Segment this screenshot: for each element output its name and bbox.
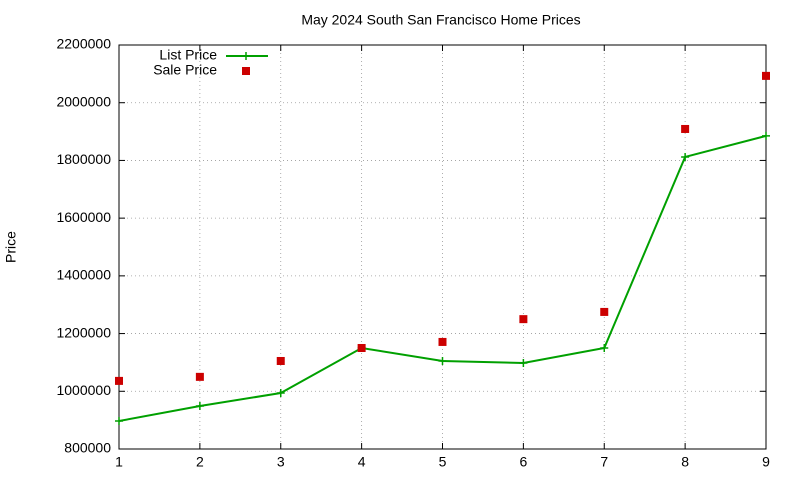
chart-title: May 2024 South San Francisco Home Prices (301, 12, 580, 28)
point (519, 315, 528, 324)
x-tick-label: 4 (358, 454, 366, 470)
point (276, 389, 285, 398)
legend-marker (242, 52, 250, 60)
legend-label: List Price (159, 47, 217, 63)
x-tick-label: 1 (115, 454, 123, 470)
point (195, 372, 204, 381)
y-tick-label: 2200000 (56, 36, 111, 52)
x-tick-label: 8 (681, 454, 689, 470)
point (519, 359, 528, 368)
point (195, 402, 204, 411)
point (115, 376, 123, 385)
y-tick-label: 800000 (64, 440, 111, 456)
legend-label: Sale Price (153, 62, 217, 78)
x-tick-label: 6 (519, 454, 527, 470)
point (762, 131, 770, 140)
x-tick-label: 3 (277, 454, 285, 470)
x-tick-label: 9 (762, 454, 770, 470)
y-axis-label: Price (3, 231, 19, 263)
point (681, 152, 690, 161)
point (681, 124, 690, 133)
y-tick-label: 1400000 (56, 267, 111, 283)
y-tick-label: 1200000 (56, 324, 111, 340)
y-tick-label: 1800000 (56, 151, 111, 167)
y-tick-label: 2000000 (56, 93, 111, 109)
x-tick-label: 5 (439, 454, 447, 470)
point (357, 344, 366, 352)
point (762, 71, 770, 80)
line (118, 134, 767, 422)
point (438, 356, 447, 365)
point (115, 417, 123, 426)
plot-frame (118, 44, 767, 450)
y-tick-label: 1600000 (56, 209, 111, 225)
point (438, 337, 447, 346)
x-tick-label: 7 (600, 454, 608, 470)
legend-marker (242, 67, 250, 75)
point (600, 307, 609, 316)
y-tick-label: 1000000 (56, 382, 111, 398)
point (276, 356, 285, 365)
point (600, 344, 609, 352)
x-tick-label: 2 (196, 454, 204, 470)
